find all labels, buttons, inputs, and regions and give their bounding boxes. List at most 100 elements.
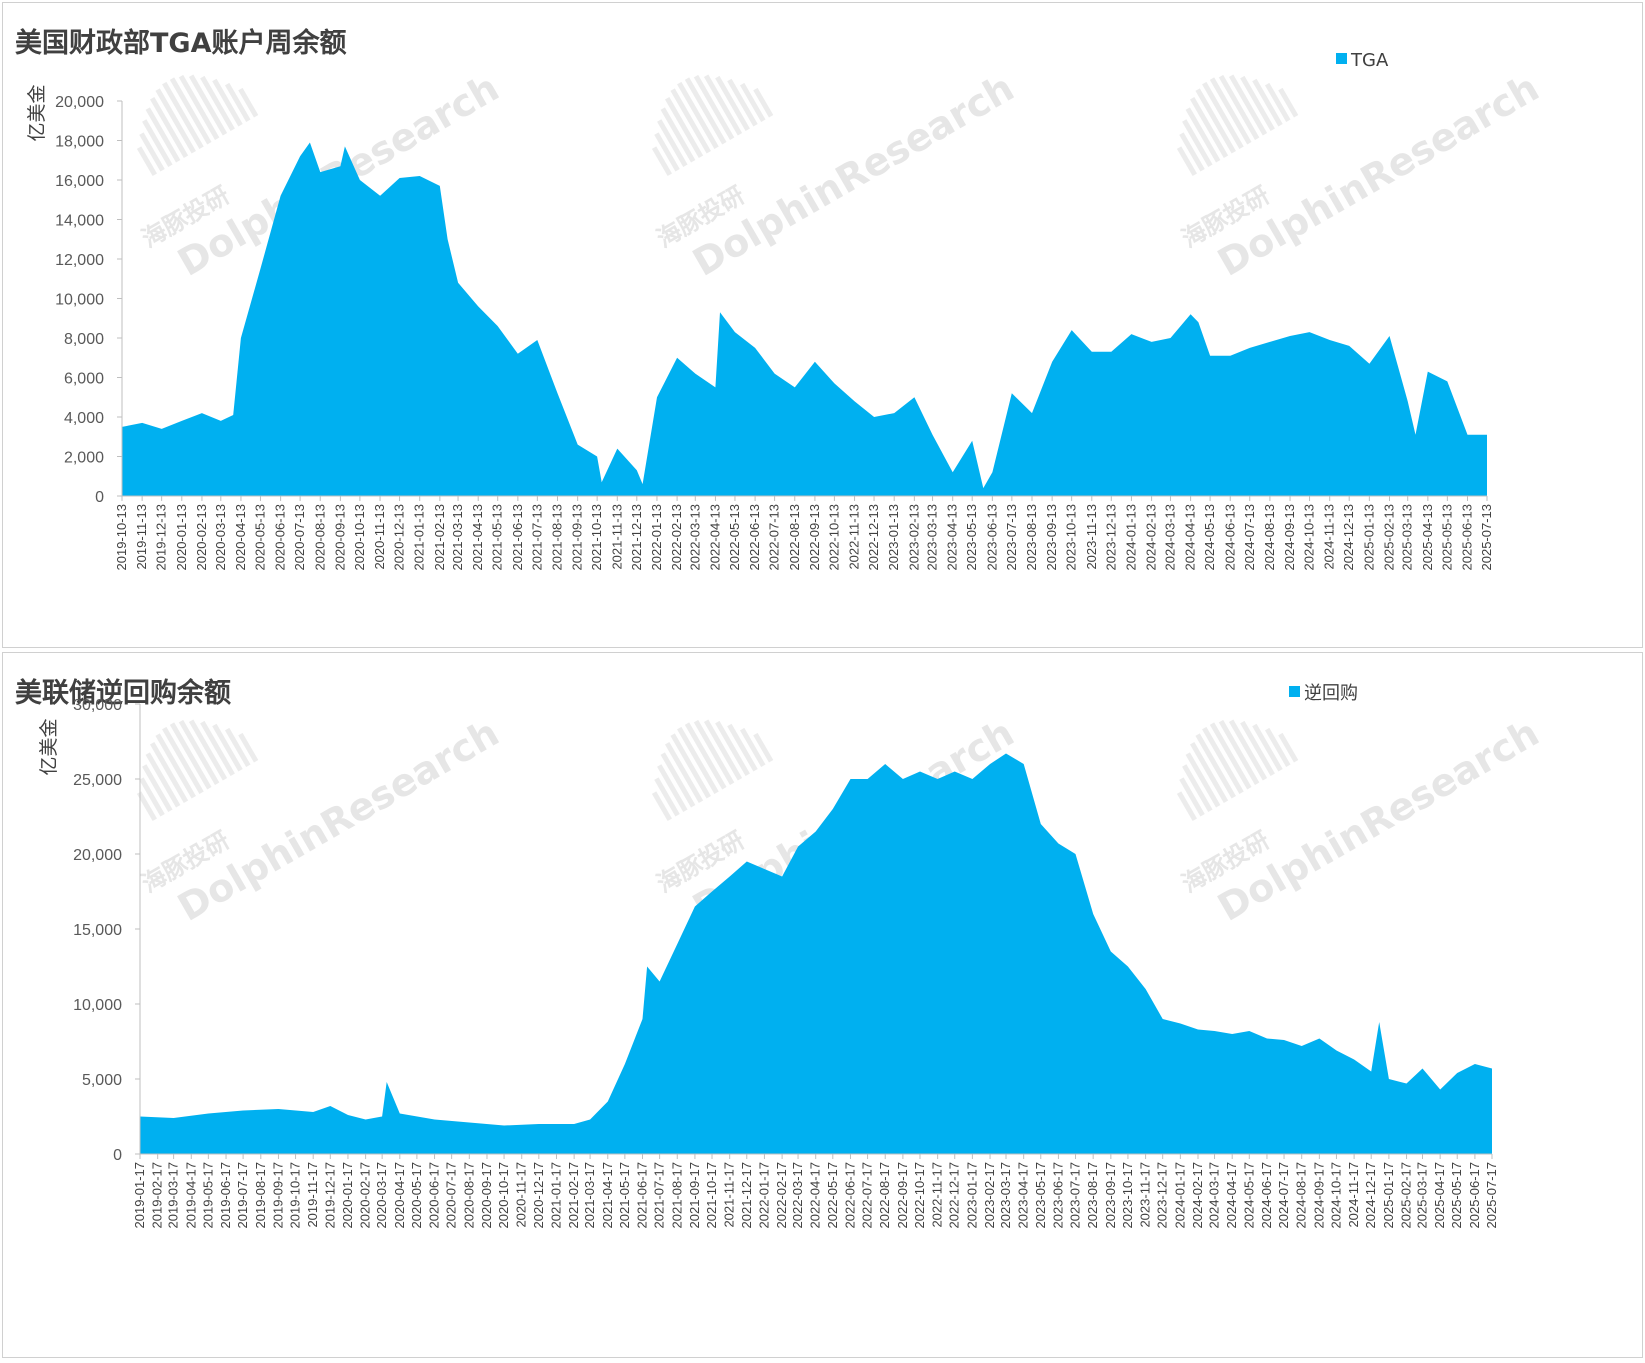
x-tick-label: 2022-04-13 bbox=[707, 504, 722, 571]
x-tick-label: 2021-09-17 bbox=[687, 1162, 702, 1229]
x-tick-label: 2021-12-17 bbox=[739, 1162, 754, 1229]
y-tick-label: 25,000 bbox=[73, 772, 122, 789]
x-tick-label: 2022-11-13 bbox=[847, 504, 862, 570]
x-tick-label: 2024-09-17 bbox=[1311, 1162, 1326, 1229]
x-tick-label: 2019-11-17 bbox=[305, 1162, 320, 1228]
x-tick-label: 2022-03-17 bbox=[790, 1162, 805, 1229]
y-tick-label: 16,000 bbox=[55, 173, 104, 190]
x-tick-label: 2020-12-13 bbox=[392, 504, 407, 571]
x-tick-label: 2025-03-13 bbox=[1400, 504, 1415, 571]
x-tick-label: 2024-07-13 bbox=[1242, 504, 1257, 571]
x-tick-label: 2025-07-17 bbox=[1484, 1162, 1499, 1229]
x-tick-label: 2023-09-13 bbox=[1044, 504, 1059, 571]
x-tick-label: 2021-11-17 bbox=[722, 1162, 737, 1228]
y-tick-label: 10,000 bbox=[73, 997, 122, 1014]
x-tick-label: 2023-08-13 bbox=[1024, 504, 1039, 571]
x-tick-label: 2025-06-17 bbox=[1467, 1162, 1482, 1229]
x-tick-label: 2021-08-17 bbox=[669, 1162, 684, 1229]
watermark-en: DolphinResearch bbox=[170, 710, 506, 929]
x-tick-label: 2023-06-13 bbox=[984, 504, 999, 571]
x-tick-label: 2019-10-17 bbox=[288, 1162, 303, 1229]
y-tick-label: 20,000 bbox=[55, 94, 104, 111]
x-tick-label: 2023-04-17 bbox=[1016, 1162, 1031, 1229]
x-tick-label: 2019-03-17 bbox=[166, 1162, 181, 1229]
x-tick-label: 2023-06-17 bbox=[1050, 1162, 1065, 1229]
x-tick-label: 2021-03-13 bbox=[450, 504, 465, 571]
watermark-logo bbox=[1176, 719, 1299, 822]
x-tick-label: 2021-06-13 bbox=[510, 504, 525, 571]
x-tick-label: 2023-08-17 bbox=[1085, 1162, 1100, 1229]
x-tick-label: 2020-04-13 bbox=[233, 504, 248, 571]
x-tick-label: 2022-01-17 bbox=[756, 1162, 771, 1229]
x-tick-label: 2019-11-13 bbox=[134, 504, 149, 570]
legend-label: 逆回购 bbox=[1304, 683, 1358, 704]
x-tick-label: 2021-12-13 bbox=[629, 504, 644, 571]
y-tick-label: 5,000 bbox=[82, 1072, 122, 1089]
x-tick-label: 2019-04-17 bbox=[183, 1162, 198, 1229]
x-tick-label: 2023-10-13 bbox=[1064, 504, 1079, 571]
x-tick-label: 2019-10-13 bbox=[114, 504, 129, 571]
x-tick-label: 2023-10-17 bbox=[1120, 1162, 1135, 1229]
watermark-logo bbox=[651, 719, 774, 822]
y-tick-label: 14,000 bbox=[55, 213, 104, 230]
x-tick-label: 2020-11-13 bbox=[372, 504, 387, 570]
watermark-logo bbox=[136, 719, 259, 822]
x-tick-label: 2025-02-13 bbox=[1382, 504, 1397, 571]
x-tick-label: 2021-05-17 bbox=[617, 1162, 632, 1229]
x-tick-label: 2025-04-13 bbox=[1420, 504, 1435, 571]
legend: TGA bbox=[1336, 50, 1389, 71]
x-tick-label: 2023-02-17 bbox=[982, 1162, 997, 1229]
x-tick-label: 2020-02-17 bbox=[358, 1162, 373, 1229]
x-tick-label: 2024-01-17 bbox=[1172, 1162, 1187, 1229]
x-tick-label: 2020-02-13 bbox=[194, 504, 209, 571]
x-tick-label: 2021-09-13 bbox=[570, 504, 585, 571]
x-tick-label: 2021-07-13 bbox=[529, 504, 544, 571]
x-tick-label: 2022-04-17 bbox=[808, 1162, 823, 1229]
x-tick-label: 2024-12-17 bbox=[1363, 1162, 1378, 1229]
x-tick-label: 2023-01-13 bbox=[886, 504, 901, 571]
x-tick-label: 2023-09-17 bbox=[1103, 1162, 1118, 1229]
x-tick-label: 2024-08-13 bbox=[1262, 504, 1277, 571]
y-tick-label: 6,000 bbox=[64, 371, 104, 388]
x-tick-label: 2021-05-13 bbox=[490, 504, 505, 571]
watermark-en: DolphinResearch bbox=[1210, 710, 1546, 929]
x-tick-label: 2020-10-13 bbox=[352, 504, 367, 571]
legend-swatch bbox=[1289, 686, 1300, 697]
x-tick-label: 2024-06-17 bbox=[1259, 1162, 1274, 1229]
x-tick-label: 2021-10-13 bbox=[589, 504, 604, 571]
x-tick-label: 2024-04-13 bbox=[1183, 504, 1198, 571]
y-tick-label: 30,000 bbox=[73, 697, 122, 714]
x-tick-label: 2025-06-13 bbox=[1460, 504, 1475, 571]
x-tick-label: 2021-04-17 bbox=[600, 1162, 615, 1229]
x-tick-label: 2022-12-17 bbox=[947, 1162, 962, 1229]
x-tick-label: 2020-09-17 bbox=[479, 1162, 494, 1229]
x-tick-label: 2022-02-13 bbox=[669, 504, 684, 571]
x-tick-label: 2020-10-17 bbox=[496, 1162, 511, 1229]
x-tick-label: 2022-07-13 bbox=[767, 504, 782, 571]
x-tick-label: 2022-09-13 bbox=[807, 504, 822, 571]
area-series-TGA bbox=[122, 142, 1487, 496]
x-tick-label: 2021-02-13 bbox=[432, 504, 447, 571]
x-tick-label: 2022-12-13 bbox=[866, 504, 881, 571]
x-tick-label: 2024-11-17 bbox=[1346, 1162, 1361, 1228]
legend-swatch bbox=[1336, 53, 1347, 64]
x-tick-label: 2019-01-17 bbox=[132, 1162, 147, 1229]
y-tick-label: 18,000 bbox=[55, 134, 104, 151]
x-tick-label: 2022-07-17 bbox=[860, 1162, 875, 1229]
x-tick-label: 2020-08-17 bbox=[461, 1162, 476, 1229]
x-tick-label: 2023-01-17 bbox=[964, 1162, 979, 1229]
x-tick-label: 2019-07-17 bbox=[235, 1162, 250, 1229]
x-tick-label: 2024-08-17 bbox=[1294, 1162, 1309, 1229]
y-tick-label: 0 bbox=[95, 489, 104, 506]
x-tick-label: 2023-11-17 bbox=[1138, 1162, 1153, 1228]
x-tick-label: 2025-07-13 bbox=[1479, 504, 1494, 571]
y-axis-unit-label: 亿美金 bbox=[38, 718, 60, 775]
x-tick-label: 2024-02-13 bbox=[1144, 504, 1159, 571]
x-tick-label: 2024-05-13 bbox=[1202, 504, 1217, 571]
x-tick-label: 2019-12-17 bbox=[322, 1162, 337, 1229]
x-tick-label: 2025-05-17 bbox=[1449, 1162, 1464, 1229]
y-axis-unit-label: 亿美金 bbox=[26, 84, 48, 141]
y-tick-label: 10,000 bbox=[55, 292, 104, 309]
x-tick-label: 2020-09-13 bbox=[332, 504, 347, 571]
